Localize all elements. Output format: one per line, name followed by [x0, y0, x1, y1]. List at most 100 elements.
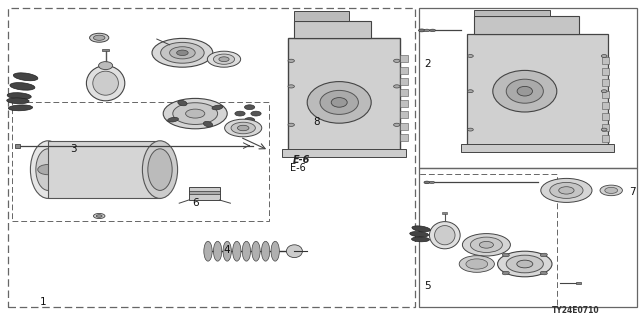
Ellipse shape	[506, 79, 543, 103]
Ellipse shape	[262, 241, 270, 261]
Ellipse shape	[307, 82, 371, 123]
Bar	[400, 111, 408, 118]
Ellipse shape	[212, 105, 223, 110]
Ellipse shape	[288, 85, 294, 88]
Ellipse shape	[7, 93, 31, 99]
Ellipse shape	[214, 241, 222, 261]
Bar	[15, 144, 20, 148]
Ellipse shape	[602, 54, 607, 58]
Bar	[288, 38, 400, 150]
Ellipse shape	[152, 38, 212, 67]
Ellipse shape	[168, 117, 179, 122]
Text: 3: 3	[70, 144, 77, 154]
Bar	[294, 21, 371, 38]
Ellipse shape	[605, 188, 618, 193]
Bar	[602, 124, 609, 131]
Ellipse shape	[287, 245, 303, 258]
Bar	[602, 79, 609, 86]
Ellipse shape	[602, 128, 607, 131]
Ellipse shape	[466, 259, 488, 269]
Ellipse shape	[251, 111, 261, 116]
Ellipse shape	[8, 105, 33, 111]
Ellipse shape	[225, 119, 262, 137]
Ellipse shape	[502, 271, 509, 275]
Ellipse shape	[394, 59, 400, 62]
Text: 4: 4	[224, 244, 230, 255]
Ellipse shape	[470, 237, 502, 252]
Ellipse shape	[467, 90, 474, 93]
Ellipse shape	[493, 70, 557, 112]
Ellipse shape	[540, 271, 547, 275]
Bar	[48, 141, 160, 198]
Ellipse shape	[31, 141, 65, 198]
Ellipse shape	[235, 111, 245, 116]
Ellipse shape	[252, 241, 260, 261]
Ellipse shape	[243, 241, 251, 261]
Ellipse shape	[502, 253, 509, 257]
Ellipse shape	[204, 241, 212, 261]
Ellipse shape	[86, 66, 125, 101]
Bar	[602, 113, 609, 120]
Text: 5: 5	[424, 281, 431, 292]
Bar	[102, 49, 109, 51]
Ellipse shape	[93, 35, 105, 40]
Ellipse shape	[424, 29, 430, 32]
Ellipse shape	[233, 241, 241, 261]
Ellipse shape	[10, 83, 35, 90]
Ellipse shape	[214, 54, 235, 64]
Ellipse shape	[161, 43, 204, 63]
Ellipse shape	[223, 241, 232, 261]
Ellipse shape	[244, 118, 255, 123]
Ellipse shape	[412, 237, 429, 242]
Bar	[400, 89, 408, 96]
Ellipse shape	[410, 232, 429, 237]
Text: 8: 8	[314, 116, 320, 127]
Text: E-6: E-6	[290, 163, 305, 173]
Bar	[602, 68, 609, 75]
Ellipse shape	[550, 182, 583, 198]
Ellipse shape	[204, 121, 212, 127]
Bar	[400, 67, 408, 74]
Bar	[294, 11, 349, 21]
Ellipse shape	[207, 51, 241, 67]
Bar	[602, 135, 609, 142]
Ellipse shape	[288, 123, 294, 126]
Ellipse shape	[36, 149, 60, 190]
Ellipse shape	[173, 103, 218, 124]
Ellipse shape	[467, 54, 474, 58]
Ellipse shape	[479, 241, 493, 248]
Ellipse shape	[429, 181, 435, 184]
Bar	[189, 187, 220, 200]
Bar	[467, 34, 608, 146]
Ellipse shape	[177, 50, 188, 56]
Ellipse shape	[430, 29, 436, 32]
Ellipse shape	[602, 90, 607, 93]
Ellipse shape	[435, 226, 455, 245]
Text: 2: 2	[424, 59, 431, 69]
Ellipse shape	[332, 98, 348, 107]
Bar	[461, 144, 614, 152]
Ellipse shape	[170, 47, 195, 59]
Ellipse shape	[93, 213, 105, 219]
Ellipse shape	[541, 179, 592, 203]
Ellipse shape	[163, 99, 227, 129]
Text: 6: 6	[192, 198, 198, 208]
Bar	[442, 212, 447, 214]
Ellipse shape	[186, 109, 205, 118]
Text: E-6: E-6	[293, 155, 310, 165]
Text: 7: 7	[629, 187, 636, 197]
Ellipse shape	[540, 253, 547, 257]
Bar	[282, 149, 406, 157]
Bar	[474, 10, 550, 16]
Ellipse shape	[93, 71, 118, 95]
Ellipse shape	[460, 256, 495, 272]
Ellipse shape	[600, 185, 622, 196]
Ellipse shape	[7, 98, 29, 104]
Bar	[400, 78, 408, 85]
Ellipse shape	[517, 260, 532, 268]
Ellipse shape	[148, 149, 172, 190]
Ellipse shape	[424, 181, 430, 184]
Bar	[602, 91, 609, 98]
Ellipse shape	[97, 215, 102, 217]
Ellipse shape	[506, 255, 543, 273]
